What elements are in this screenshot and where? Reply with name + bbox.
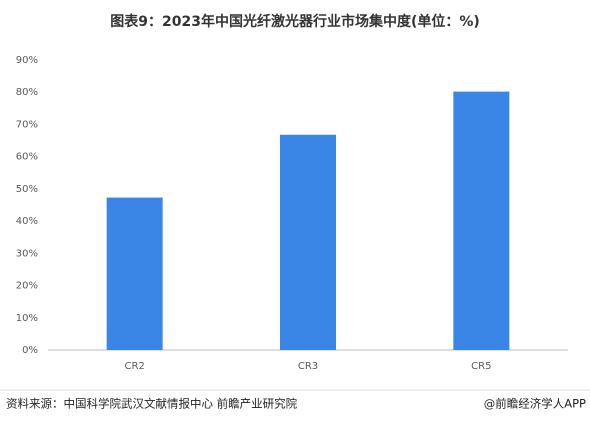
y-tick-label: 10%: [16, 313, 38, 324]
x-tick-label: CR2: [125, 361, 145, 372]
bar: [280, 134, 336, 350]
x-tick-label: CR3: [298, 361, 318, 372]
y-tick-label: 70%: [16, 119, 38, 130]
source: 资料来源：中国科学院武汉文献情报中心 前瞻产业研究院: [6, 397, 298, 411]
y-tick-label: 80%: [16, 87, 38, 98]
y-tick-label: 90%: [16, 55, 38, 66]
y-tick-label: 0%: [22, 345, 38, 356]
x-tick-label: CR5: [471, 361, 491, 372]
y-tick-label: 50%: [16, 184, 38, 195]
chart-title: 图表9：2023年中国光纤激光器行业市场集中度(单位：%): [110, 13, 480, 30]
bar: [106, 197, 163, 350]
y-tick-label: 60%: [16, 152, 38, 163]
y-tick-label: 20%: [16, 281, 38, 292]
credit: @前瞻经济学人APP: [484, 397, 586, 411]
y-tick-label: 30%: [16, 248, 38, 259]
y-tick-label: 40%: [16, 216, 38, 227]
bar: [453, 91, 510, 351]
